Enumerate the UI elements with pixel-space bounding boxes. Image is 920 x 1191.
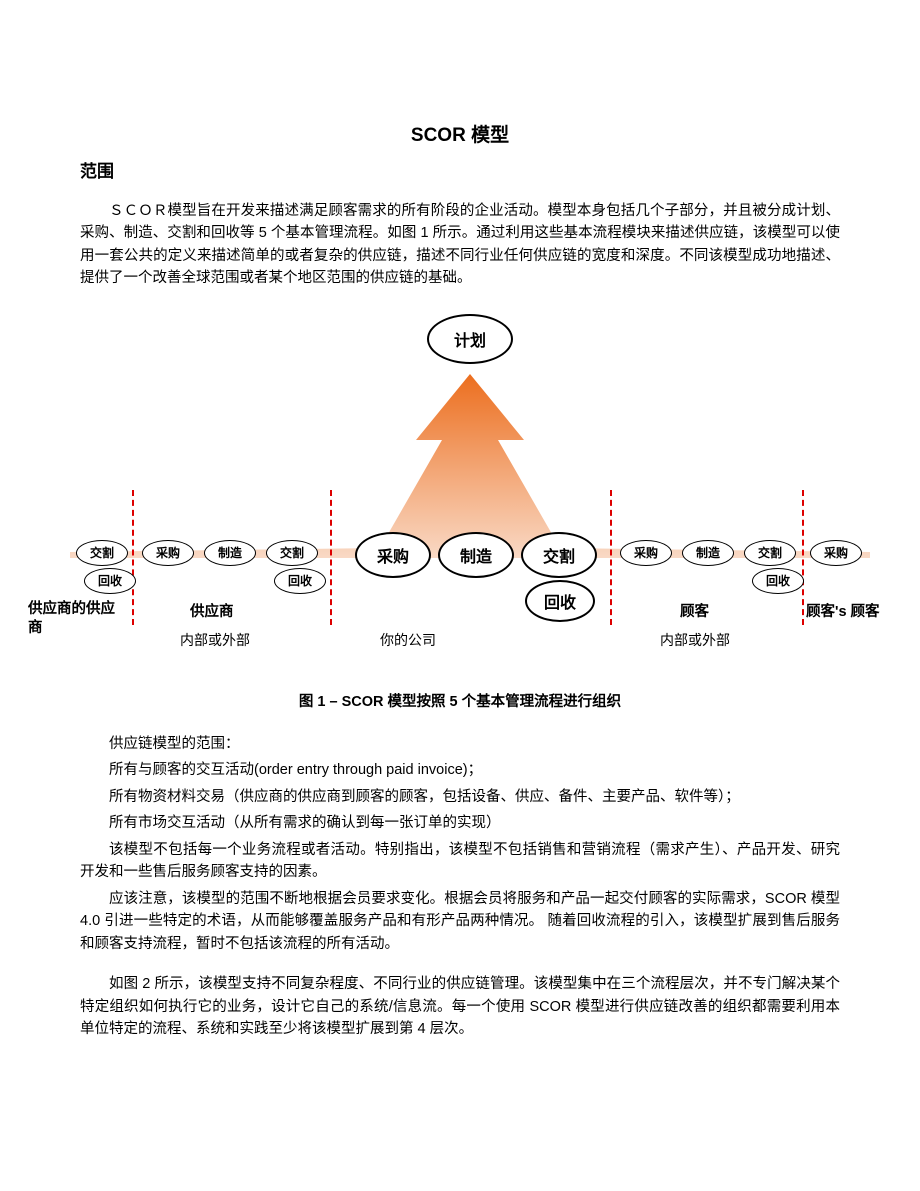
node-small: 采购 (620, 540, 672, 566)
scope-line: 应该注意，该模型的范围不断地根据会员要求变化。根据会员将服务和产品一起交付顾客的… (80, 888, 840, 955)
node-label: 回收 (544, 589, 576, 613)
node-source: 采购 (355, 532, 431, 578)
node-small: 采购 (810, 540, 862, 566)
scope-line: 所有物资材料交易（供应商的供应商到顾客的顾客，包括设备、供应、备件、主要产品、软… (80, 786, 840, 808)
node-small: 回收 (84, 568, 136, 594)
heading-scope: 范围 (80, 157, 840, 182)
col-sublabel-supplier: 内部或外部 (180, 630, 250, 650)
node-label: 计划 (454, 327, 486, 351)
node-plan: 计划 (427, 314, 513, 364)
sep-line (802, 490, 804, 625)
node-small: 交割 (76, 540, 128, 566)
node-label: 制造 (696, 544, 720, 561)
page-title: SCOR 模型 (80, 0, 840, 147)
col-label-customers-customer: 顾客's 顾客 (806, 600, 880, 621)
scope-line: 所有与顾客的交互活动(order entry through paid invo… (80, 759, 840, 781)
node-label: 制造 (218, 544, 242, 561)
scope-line: 该模型不包括每一个业务流程或者活动。特别指出，该模型不包括销售和营销流程（需求产… (80, 839, 840, 884)
col-label-suppliers-supplier: 供应商的供应商 (28, 600, 128, 638)
col-sublabel-customer: 内部或外部 (660, 630, 730, 650)
node-label: 回收 (766, 572, 790, 589)
node-label: 采购 (824, 544, 848, 561)
node-make: 制造 (438, 532, 514, 578)
scor-diagram: 计划 采购 制造 交割 回收 交割 回收 采购 制造 交割 回收 采购 制造 交… (80, 300, 840, 680)
node-label: 制造 (460, 543, 492, 567)
node-small: 交割 (744, 540, 796, 566)
node-label: 交割 (90, 544, 114, 561)
scope-line: 所有市场交互活动（从所有需求的确认到每一张订单的实现） (80, 812, 840, 834)
node-small: 回收 (274, 568, 326, 594)
figure-1-caption: 图 1 – SCOR 模型按照 5 个基本管理流程进行组织 (80, 690, 840, 711)
col-label-your-company: 你的公司 (380, 630, 436, 650)
col-label-customer: 顾客 (680, 600, 709, 621)
node-label: 采购 (156, 544, 180, 561)
node-small: 制造 (682, 540, 734, 566)
node-label: 交割 (280, 544, 304, 561)
sep-line (132, 490, 134, 625)
node-small: 交割 (266, 540, 318, 566)
node-label: 交割 (758, 544, 782, 561)
sep-line (610, 490, 612, 625)
node-label: 采购 (377, 543, 409, 567)
node-label: 采购 (634, 544, 658, 561)
node-small: 采购 (142, 540, 194, 566)
node-small: 制造 (204, 540, 256, 566)
scope-line: 供应链模型的范围： (80, 733, 840, 755)
node-label: 交割 (543, 543, 575, 567)
node-deliver: 交割 (521, 532, 597, 578)
intro-paragraph: ＳＣＯＲ模型旨在开发来描述满足顾客需求的所有阶段的企业活动。模型本身包括几个子部… (80, 200, 840, 290)
node-label: 回收 (98, 572, 122, 589)
node-label: 回收 (288, 572, 312, 589)
node-return: 回收 (525, 580, 595, 622)
col-label-supplier: 供应商 (190, 600, 234, 621)
sep-line (330, 490, 332, 625)
node-small: 回收 (752, 568, 804, 594)
fig2-paragraph: 如图 2 所示，该模型支持不同复杂程度、不同行业的供应链管理。该模型集中在三个流… (80, 973, 840, 1040)
